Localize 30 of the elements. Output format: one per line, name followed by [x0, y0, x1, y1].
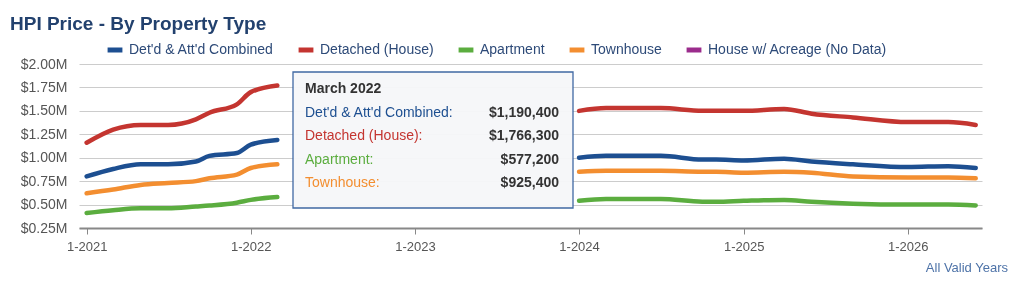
- annotation: $1,766,300: [488, 127, 560, 144]
- x-tick-label: 1-2021: [66, 238, 108, 254]
- legend-label: Det'd & Att'd Combined: [129, 41, 273, 57]
- annotation: Detached (House):: [305, 127, 423, 144]
- legend-label: Detached (House): [320, 41, 434, 57]
- annotation: $925,400: [500, 173, 560, 190]
- x-tick-label: 1-2022: [231, 238, 272, 254]
- annotation: March 2022: [305, 80, 382, 96]
- y-tick-label: $2.00M: [20, 55, 68, 72]
- annotation: $1,190,400: [488, 104, 560, 120]
- legend-label: Apartment: [480, 41, 545, 57]
- y-tick-label: $1.00M: [20, 149, 68, 166]
- legend-label: Townhouse: [591, 41, 663, 57]
- annotation: Det'd & Att'd Combined:: [305, 104, 453, 120]
- x-tick-label: 1-2025: [723, 238, 765, 254]
- y-tick-label: $0.50M: [20, 196, 68, 213]
- chart-title: HPI Price - By Property Type: [10, 13, 267, 34]
- annotation: Townhouse:: [305, 173, 380, 190]
- y-tick-label: $0.75M: [20, 172, 68, 189]
- x-tick-label: 1-2023: [395, 238, 436, 254]
- y-tick-label: $1.75M: [20, 78, 68, 95]
- text: All Valid Years: [925, 260, 1009, 275]
- x-tick-label: 1-2026: [888, 238, 929, 254]
- x-tick-label: 1-2024: [559, 238, 600, 254]
- annotation: Apartment:: [305, 150, 374, 167]
- y-tick-label: $0.25M: [20, 219, 68, 236]
- y-tick-label: $1.50M: [20, 102, 68, 119]
- legend-label: House w/ Acreage (No Data): [708, 41, 887, 57]
- y-tick-label: $1.25M: [20, 125, 68, 142]
- annotation: $577,200: [500, 150, 560, 167]
